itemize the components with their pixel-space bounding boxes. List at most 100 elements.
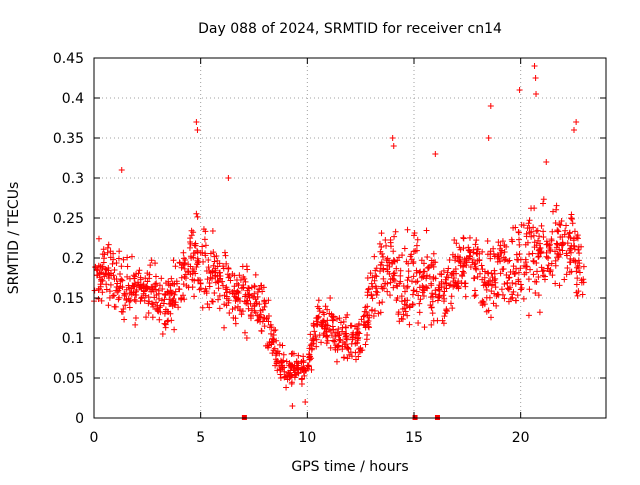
data-point — [373, 292, 380, 299]
data-point — [475, 246, 482, 253]
data-point — [323, 332, 330, 339]
data-point — [168, 275, 175, 282]
data-point — [509, 294, 516, 301]
data-point — [451, 237, 458, 244]
data-point — [534, 227, 541, 234]
data-point — [155, 290, 162, 297]
data-point — [277, 359, 284, 366]
data-point — [239, 308, 246, 315]
data-point — [446, 256, 453, 263]
data-point — [387, 243, 394, 250]
data-point — [556, 282, 563, 289]
data-point — [575, 288, 582, 295]
data-point — [196, 276, 203, 283]
data-point — [252, 309, 259, 316]
data-point — [529, 250, 536, 257]
data-point — [342, 324, 349, 331]
data-point — [532, 290, 539, 297]
data-point — [512, 270, 519, 277]
plot-frame — [93, 57, 607, 419]
data-point — [375, 310, 382, 317]
data-point — [211, 290, 218, 297]
x-tick-label: 5 — [196, 430, 205, 446]
data-point — [416, 309, 423, 316]
data-point — [371, 307, 378, 314]
data-point — [535, 292, 542, 299]
data-point — [107, 270, 114, 277]
data-point — [199, 304, 206, 311]
data-point — [346, 351, 353, 358]
data-point — [573, 268, 580, 275]
data-point — [386, 257, 393, 264]
data-point — [128, 253, 135, 260]
data-point — [528, 233, 535, 240]
data-point — [397, 267, 404, 274]
peak-data-point — [193, 119, 200, 125]
data-point — [377, 268, 384, 275]
data-point — [278, 362, 285, 369]
data-point — [371, 253, 378, 260]
data-point — [216, 292, 223, 299]
data-point — [340, 318, 347, 325]
data-point — [522, 256, 529, 263]
data-point — [372, 267, 379, 274]
data-point — [436, 294, 443, 301]
data-point — [418, 257, 425, 264]
data-point — [563, 252, 570, 259]
data-point — [548, 260, 555, 267]
data-point — [410, 260, 417, 267]
data-point — [236, 272, 243, 279]
data-point — [271, 345, 278, 352]
data-point — [501, 249, 508, 256]
data-point — [423, 275, 430, 282]
data-point — [371, 277, 378, 284]
data-point — [145, 310, 152, 317]
data-point — [314, 303, 321, 310]
data-point — [428, 282, 435, 289]
data-point — [261, 303, 268, 310]
data-point — [509, 279, 516, 286]
data-point — [361, 321, 368, 328]
data-point — [330, 337, 337, 344]
data-point — [525, 312, 532, 319]
peak-data-point — [487, 103, 494, 109]
peak-data-point — [543, 159, 550, 165]
data-point — [441, 313, 448, 320]
data-point — [420, 260, 427, 267]
data-point — [515, 276, 522, 283]
data-point — [384, 288, 391, 295]
data-point — [525, 276, 532, 283]
data-point — [356, 330, 363, 337]
data-point — [516, 241, 523, 248]
data-point — [223, 260, 230, 267]
data-point — [95, 235, 102, 242]
peak-data-point — [532, 75, 539, 81]
data-point — [199, 243, 206, 250]
data-point — [554, 241, 561, 248]
data-point — [101, 273, 108, 280]
data-point — [127, 285, 134, 292]
data-point — [517, 265, 524, 272]
data-point — [109, 293, 116, 300]
data-point — [337, 319, 344, 326]
data-point — [559, 247, 566, 254]
peak-data-point — [302, 399, 309, 405]
data-point — [366, 314, 373, 321]
data-point — [192, 242, 199, 249]
data-point — [509, 238, 516, 245]
data-point — [471, 287, 478, 294]
data-point — [335, 342, 342, 349]
data-point — [378, 259, 385, 266]
data-point — [493, 302, 500, 309]
data-point — [421, 324, 428, 331]
data-point — [488, 282, 495, 289]
data-point — [576, 260, 583, 267]
data-point — [438, 283, 445, 290]
data-point — [574, 275, 581, 282]
data-point — [495, 239, 502, 246]
data-point — [420, 293, 427, 300]
data-point — [526, 217, 533, 224]
data-point — [370, 312, 377, 319]
data-point — [348, 353, 355, 360]
data-point — [267, 321, 274, 328]
